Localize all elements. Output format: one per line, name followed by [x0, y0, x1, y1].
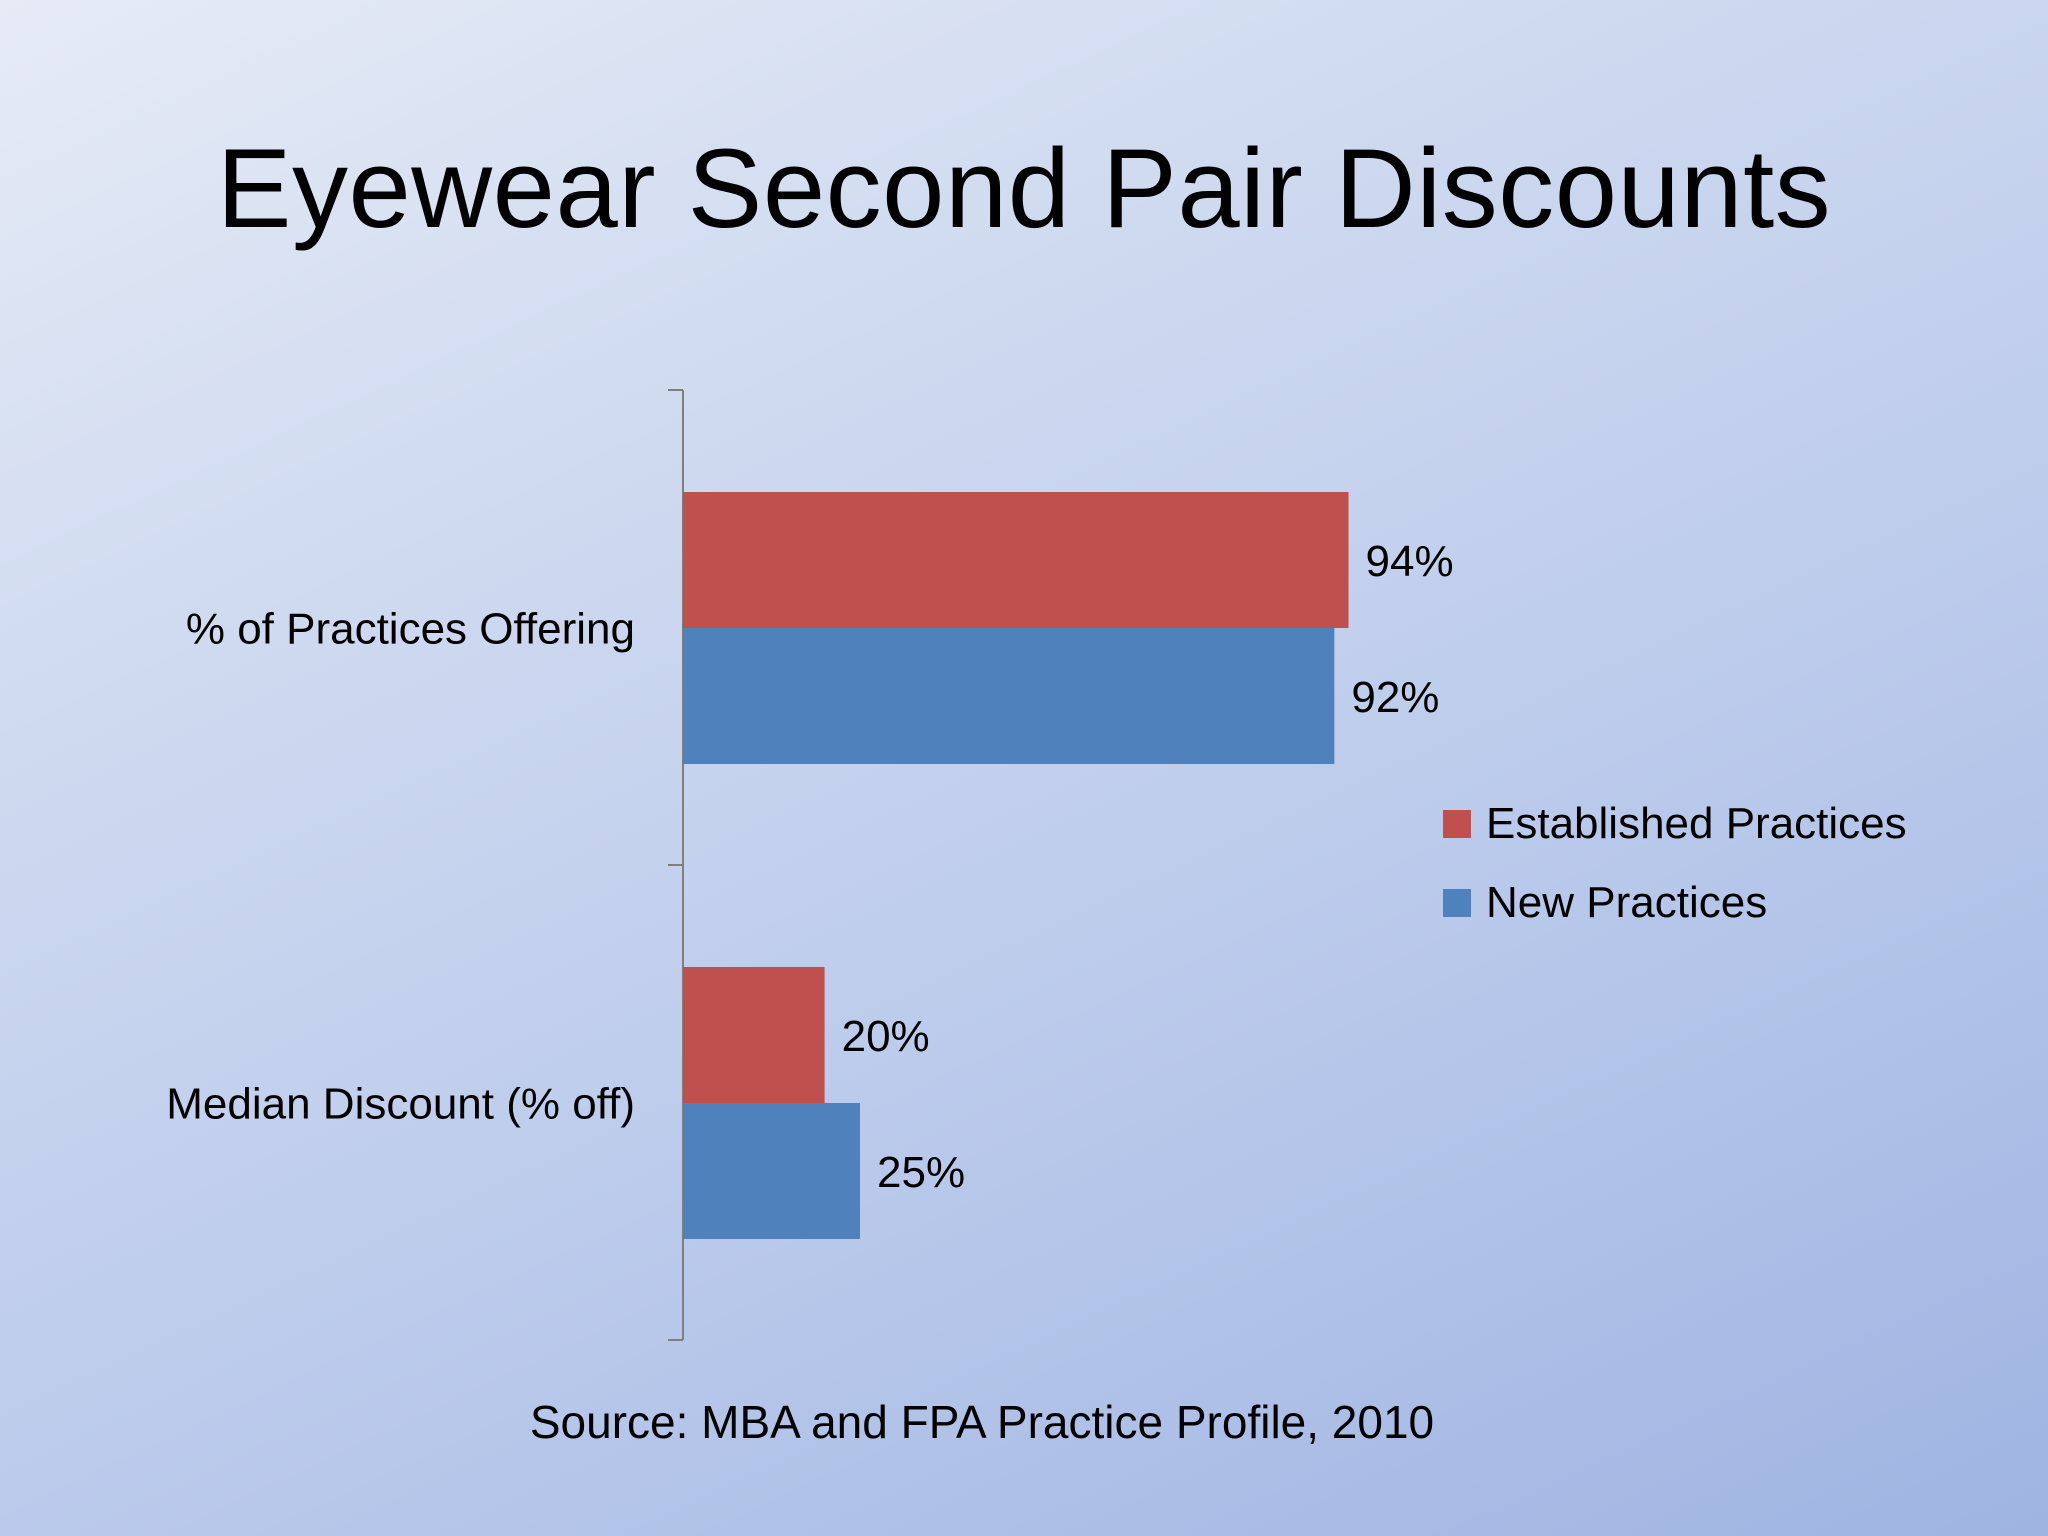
source-note: Source: MBA and FPA Practice Profile, 20… — [529, 1396, 1435, 1448]
bar-established-1 — [683, 967, 825, 1103]
bar-chart: % of Practices Offering 94% 92% Median Disc… — [166, 389, 1907, 1341]
legend-label: Established Practices — [1486, 799, 1907, 848]
data-label: 20% — [842, 1012, 930, 1061]
slide-title: Eyewear Second Pair Discounts — [216, 126, 1832, 251]
bar-established-0 — [683, 492, 1349, 628]
data-label: 94% — [1366, 537, 1454, 586]
legend-label: New Practices — [1486, 878, 1767, 927]
category-label: % of Practices Offering — [186, 605, 635, 654]
legend-swatch-0 — [1443, 810, 1471, 838]
data-label: 25% — [877, 1148, 965, 1197]
category-label: Median Discount (% off) — [166, 1080, 635, 1129]
bar-new-1 — [683, 1103, 860, 1239]
data-label: 92% — [1351, 673, 1439, 722]
bar-new-0 — [683, 628, 1335, 764]
legend-swatch-1 — [1443, 889, 1471, 917]
